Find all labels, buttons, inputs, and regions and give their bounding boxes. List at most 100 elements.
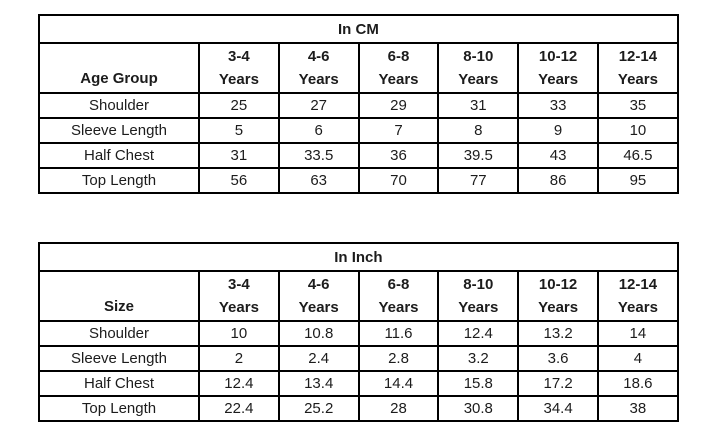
measurement-row: Sleeve Length 2 2.4 2.8 3.2 3.6 4 <box>38 345 679 372</box>
age-range-line: 8-10 <box>463 48 494 65</box>
measurement-value-cell: 3.2 <box>437 345 520 372</box>
measurement-value-cell: 11.6 <box>357 320 440 347</box>
age-unit-line: Years <box>378 71 419 88</box>
table-title-row: In CM <box>38 14 679 44</box>
measurement-value-cell: 13.4 <box>277 370 360 397</box>
measurement-value-cell: 2 <box>198 345 280 372</box>
measurement-value-cell: 36 <box>357 142 440 169</box>
size-table-cm: In CM Age Group 3-4 Years 4-6 Years 6-8 Years 8-… <box>38 14 679 194</box>
measurement-row: Half Chest 12.4 13.4 14.4 15.8 17.2 18.6 <box>38 370 679 397</box>
measurement-value-cell: 14.4 <box>357 370 440 397</box>
measurement-value-cell: 18.6 <box>596 370 679 397</box>
age-unit-line: Years <box>218 299 259 316</box>
measurement-value-cell: 15.8 <box>437 370 520 397</box>
measurement-row: Half Chest 31 33.5 36 39.5 43 46.5 <box>38 142 679 169</box>
measurement-label: Top Length <box>38 167 200 194</box>
age-column-header: 4-6 Years <box>277 42 360 94</box>
age-unit-line: Years <box>538 299 579 316</box>
measurement-value-cell: 30.8 <box>437 395 520 422</box>
measurement-value-cell: 31 <box>437 92 520 119</box>
age-column-header: 3-4 Years <box>198 270 280 322</box>
age-unit-line: Years <box>617 299 658 316</box>
measurement-label: Half Chest <box>38 370 200 397</box>
age-unit-line: Years <box>298 299 339 316</box>
table-title: In CM <box>38 14 679 44</box>
age-column-header: 4-6 Years <box>277 270 360 322</box>
measurement-value-cell: 70 <box>357 167 440 194</box>
measurement-value-cell: 38 <box>596 395 679 422</box>
measurement-value-cell: 33.5 <box>277 142 360 169</box>
measurement-value-cell: 63 <box>277 167 360 194</box>
measurement-value-cell: 22.4 <box>198 395 280 422</box>
measurement-value-cell: 27 <box>277 92 360 119</box>
measurement-row: Top Length 56 63 70 77 86 95 <box>38 167 679 194</box>
age-column-header: 10-12 Years <box>517 42 599 94</box>
age-unit-line: Years <box>218 71 259 88</box>
measurement-value-cell: 2.8 <box>357 345 440 372</box>
measurement-value-cell: 8 <box>437 117 520 144</box>
table-title: In Inch <box>38 242 679 272</box>
measurement-label: Sleeve Length <box>38 117 200 144</box>
table-header-row: Age Group 3-4 Years 4-6 Years 6-8 Years 8-10 Yea… <box>38 42 679 94</box>
measurement-value-cell: 31 <box>198 142 280 169</box>
measurement-value-cell: 10 <box>596 117 679 144</box>
measurement-value-cell: 28 <box>357 395 440 422</box>
age-range-line: 4-6 <box>307 48 330 65</box>
corner-header-label: Size <box>38 270 200 322</box>
age-unit-line: Years <box>458 299 499 316</box>
measurement-value-cell: 39.5 <box>437 142 520 169</box>
measurement-row: Shoulder 25 27 29 31 33 35 <box>38 92 679 119</box>
age-column-header: 12-14 Years <box>596 270 679 322</box>
measurement-value-cell: 17.2 <box>517 370 599 397</box>
measurement-value-cell: 95 <box>596 167 679 194</box>
age-range-line: 10-12 <box>538 276 578 293</box>
age-range-line: 12-14 <box>618 276 658 293</box>
age-column-header: 8-10 Years <box>437 42 520 94</box>
measurement-value-cell: 77 <box>437 167 520 194</box>
age-range-line: 3-4 <box>228 276 250 293</box>
measurement-value-cell: 5 <box>198 117 280 144</box>
measurement-value-cell: 4 <box>596 345 679 372</box>
measurement-row: Shoulder 10 10.8 11.6 12.4 13.2 14 <box>38 320 679 347</box>
age-unit-line: Years <box>617 71 658 88</box>
measurement-row: Sleeve Length 5 6 7 8 9 10 <box>38 117 679 144</box>
age-column-header: 10-12 Years <box>517 270 599 322</box>
corner-header-label: Age Group <box>38 42 200 94</box>
measurement-value-cell: 34.4 <box>517 395 599 422</box>
measurement-label: Top Length <box>38 395 200 422</box>
table-header-row: Size 3-4 Years 4-6 Years 6-8 Years 8-10 Years 10-… <box>38 270 679 322</box>
size-table-inch: In Inch Size 3-4 Years 4-6 Years 6-8 Years 8-10 Y… <box>38 242 679 422</box>
measurement-label: Shoulder <box>38 92 200 119</box>
age-unit-line: Years <box>538 71 579 88</box>
age-range-line: 12-14 <box>618 48 658 65</box>
measurement-label: Half Chest <box>38 142 200 169</box>
measurement-value-cell: 3.6 <box>517 345 599 372</box>
age-range-line: 3-4 <box>228 48 250 65</box>
measurement-value-cell: 13.2 <box>517 320 599 347</box>
age-column-header: 6-8 Years <box>357 42 440 94</box>
measurement-row: Top Length 22.4 25.2 28 30.8 34.4 38 <box>38 395 679 422</box>
measurement-value-cell: 33 <box>517 92 599 119</box>
age-unit-line: Years <box>378 299 419 316</box>
measurement-value-cell: 12.4 <box>437 320 520 347</box>
measurement-value-cell: 6 <box>277 117 360 144</box>
measurement-label: Sleeve Length <box>38 345 200 372</box>
age-range-line: 10-12 <box>538 48 578 65</box>
measurement-value-cell: 35 <box>596 92 679 119</box>
table-title-row: In Inch <box>38 242 679 272</box>
measurement-value-cell: 10 <box>198 320 280 347</box>
age-column-header: 8-10 Years <box>437 270 520 322</box>
measurement-value-cell: 7 <box>357 117 440 144</box>
measurement-value-cell: 29 <box>357 92 440 119</box>
age-range-line: 8-10 <box>463 276 494 293</box>
age-range-line: 6-8 <box>387 48 410 65</box>
age-unit-line: Years <box>458 71 499 88</box>
measurement-value-cell: 56 <box>198 167 280 194</box>
measurement-value-cell: 9 <box>517 117 599 144</box>
measurement-label: Shoulder <box>38 320 200 347</box>
age-column-header: 6-8 Years <box>357 270 440 322</box>
age-column-header: 12-14 Years <box>596 42 679 94</box>
measurement-value-cell: 86 <box>517 167 599 194</box>
age-range-line: 6-8 <box>387 276 410 293</box>
